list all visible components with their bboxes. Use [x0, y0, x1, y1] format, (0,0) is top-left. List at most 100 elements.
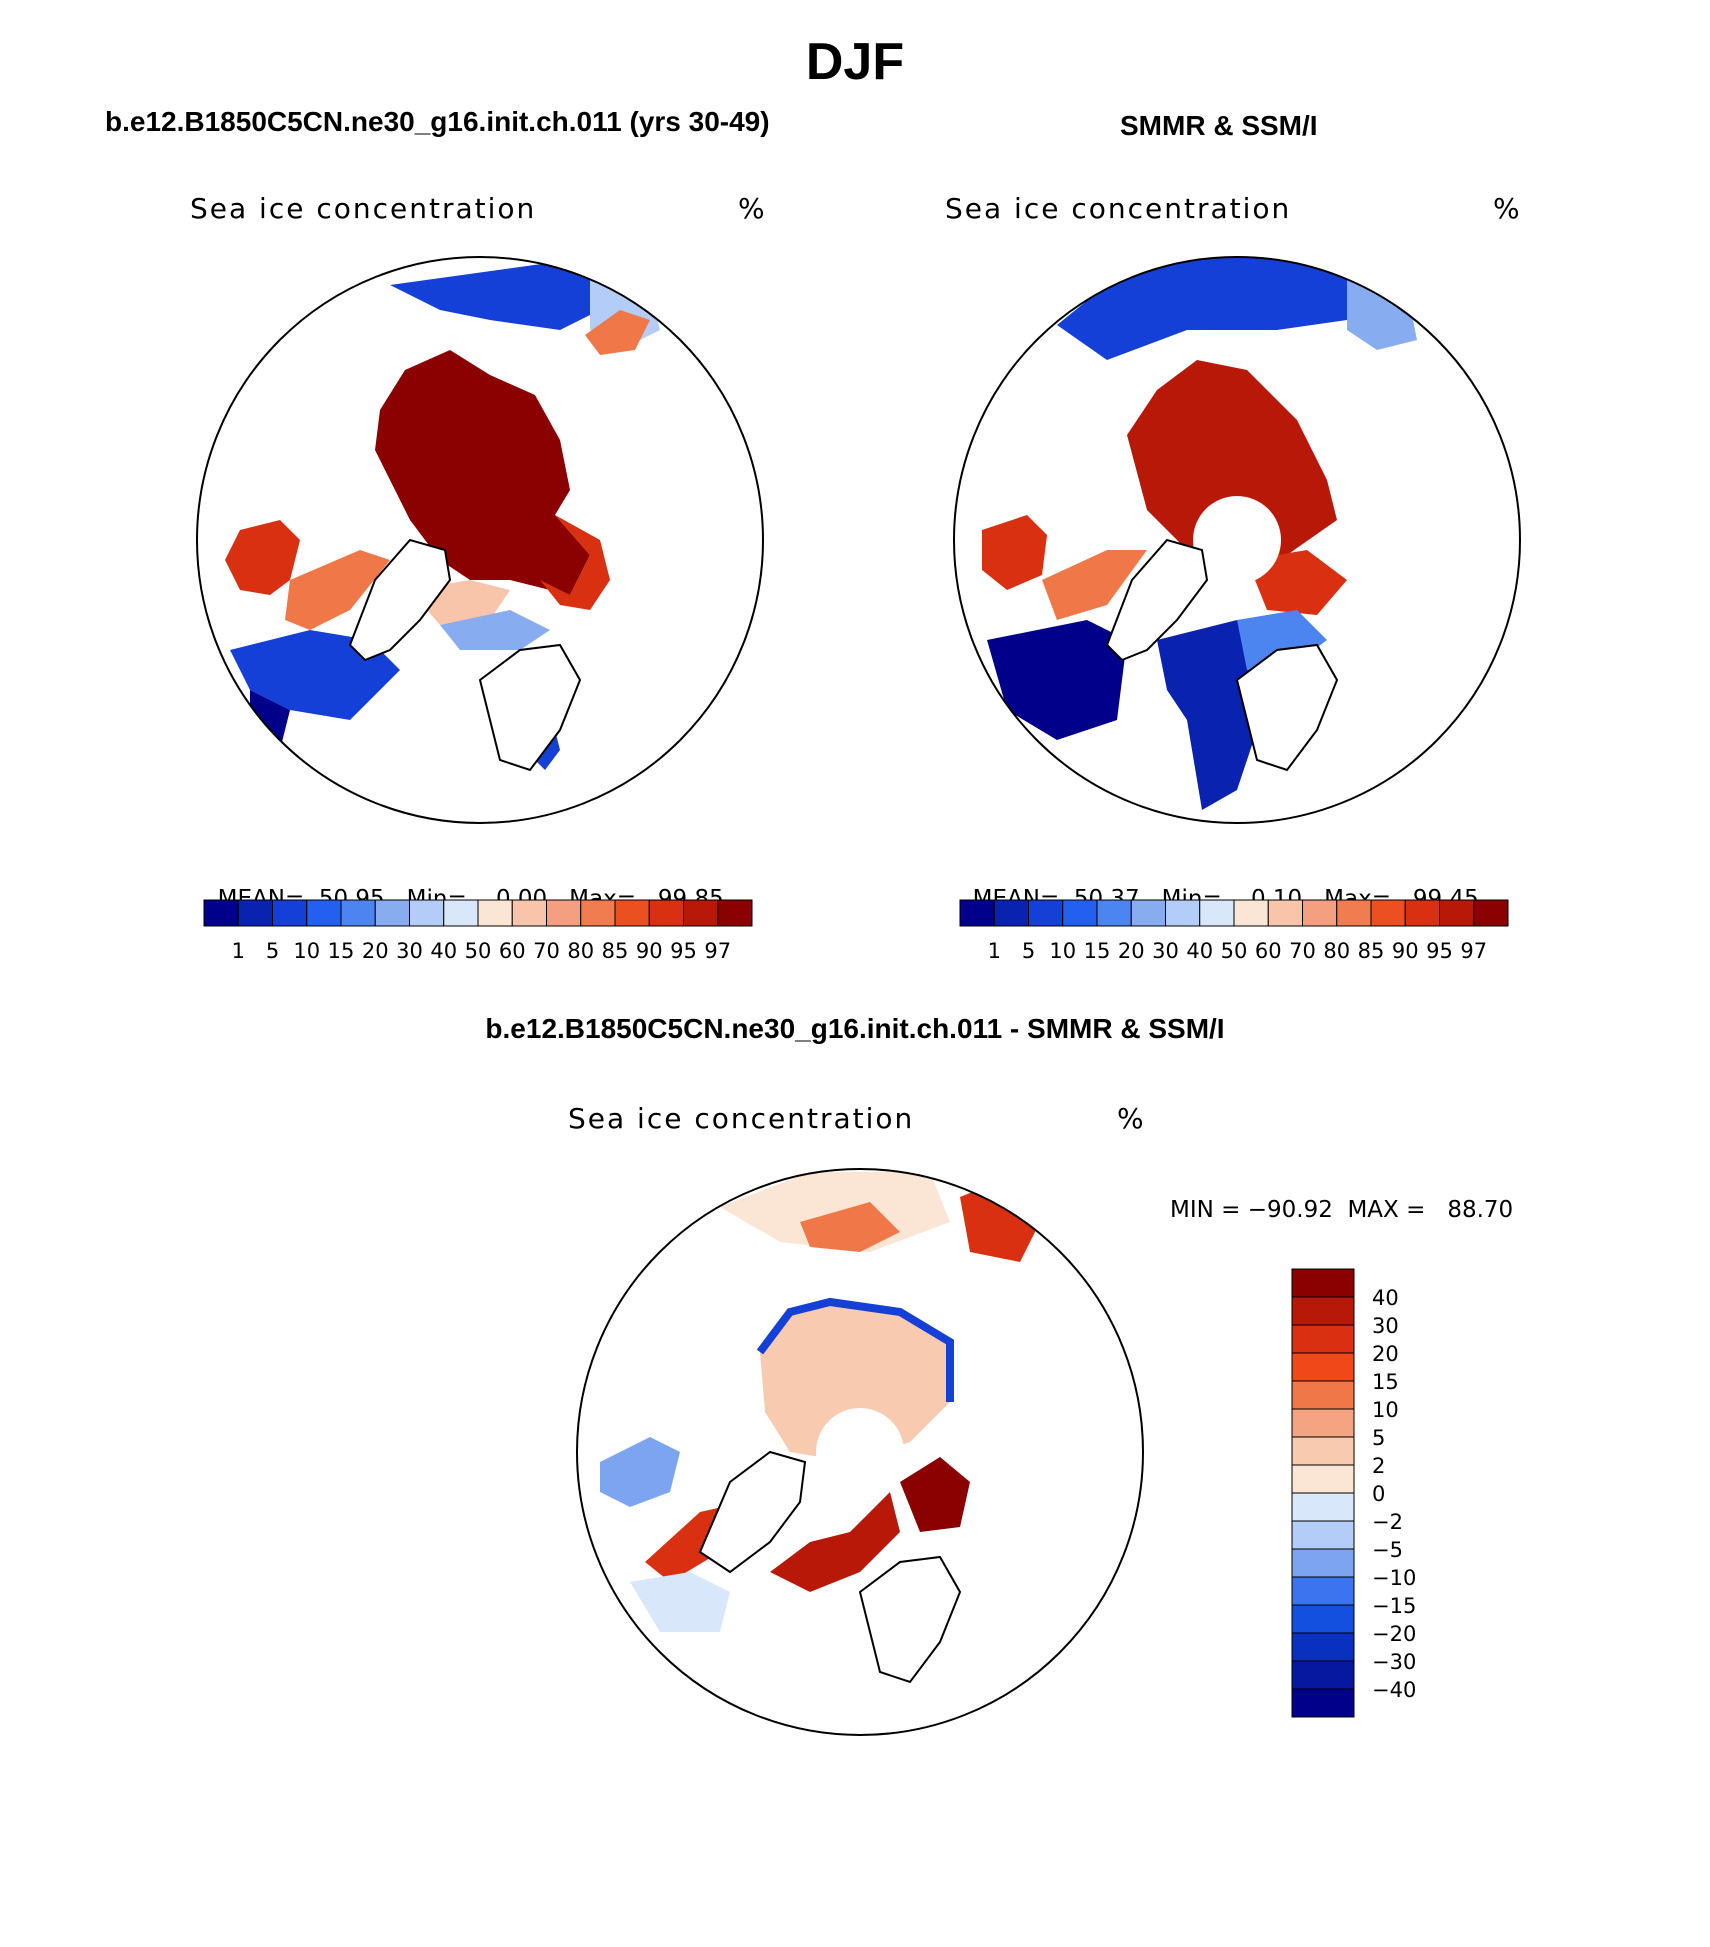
- left-colorbar: 1 5 10 15 20 30 40 50 60 70 80 85 90 95 97: [203, 899, 753, 963]
- main-title: DJF: [805, 33, 905, 91]
- pole-hole: [816, 1408, 904, 1496]
- colorbar-tick-label: 1: [232, 939, 245, 963]
- colorbar-tick-label: 0: [1372, 1482, 1385, 1506]
- colorbar-box: [374, 899, 410, 927]
- right-panel-title: SMMR & SSM/I: [1120, 110, 1318, 141]
- diff-barents-dark-red: [900, 1457, 970, 1532]
- colorbar-tick-label: 95: [670, 939, 697, 963]
- ice-arctic-dark-red: [375, 350, 590, 595]
- colorbar-tick-label: 15: [328, 939, 355, 963]
- colorbar-tick-label: −20: [1372, 1622, 1416, 1646]
- colorbar-box: [1267, 899, 1303, 927]
- colorbar-box: [683, 899, 719, 927]
- colorbar-tick-label: −2: [1372, 1510, 1403, 1534]
- colorbar-box: [1165, 899, 1201, 927]
- colorbar-box: [1130, 899, 1166, 927]
- ice-labrador-orange: [285, 550, 390, 630]
- right-field-label: Sea ice concentration: [945, 192, 1292, 225]
- colorbar-box: [1291, 1688, 1355, 1718]
- colorbar-tick-label: 60: [1255, 939, 1282, 963]
- colorbar-tick-label: 50: [1221, 939, 1248, 963]
- colorbar-tick-label: −15: [1372, 1594, 1416, 1618]
- colorbar-box: [1199, 899, 1235, 927]
- colorbar-tick-label: 5: [1022, 939, 1035, 963]
- diff-minmax: MIN = −90.92 MAX = 88.70: [1170, 1197, 1514, 1223]
- colorbar-box: [1291, 1576, 1355, 1606]
- diff-field-label: Sea ice concentration: [568, 1102, 915, 1135]
- colorbar-box: [648, 899, 684, 927]
- colorbar-tick-label: 30: [1152, 939, 1179, 963]
- colorbar-tick-label: 85: [602, 939, 629, 963]
- colorbar-box: [1233, 899, 1269, 927]
- colorbar-tick-label: 40: [1372, 1286, 1399, 1310]
- colorbar-tick-label: 80: [1323, 939, 1350, 963]
- colorbar-box: [1062, 899, 1098, 927]
- colorbar-box: [1291, 1352, 1355, 1382]
- colorbar-box: [1291, 1268, 1355, 1298]
- colorbar-box: [272, 899, 308, 927]
- right-units-label: %: [1493, 192, 1520, 225]
- colorbar-tick-label: 97: [1460, 939, 1487, 963]
- colorbar-box: [546, 899, 582, 927]
- ice-labrador-orange: [1042, 550, 1147, 620]
- left-polar-map: [196, 256, 764, 824]
- colorbar-box: [717, 899, 753, 927]
- colorbar-box: [443, 899, 479, 927]
- diff-panel-title: b.e12.B1850C5CN.ne30_g16.init.ch.011 - S…: [485, 1013, 1225, 1044]
- colorbar-box: [1302, 899, 1338, 927]
- colorbar-tick-label: 20: [1372, 1342, 1399, 1366]
- colorbar-tick-label: 85: [1358, 939, 1385, 963]
- ice-hudson-red: [225, 520, 300, 595]
- pole-hole: [1193, 496, 1281, 584]
- ice-atlantic-navy: [987, 620, 1127, 740]
- land-scandinavia: [478, 643, 582, 772]
- colorbar-tick-label: 60: [499, 939, 526, 963]
- left-units-label: %: [738, 192, 765, 225]
- colorbar-tick-label: 90: [636, 939, 663, 963]
- colorbar-tick-label: 80: [567, 939, 594, 963]
- colorbar-box: [409, 899, 445, 927]
- colorbar-tick-label: 5: [1372, 1426, 1385, 1450]
- left-field-label: Sea ice concentration: [190, 192, 537, 225]
- diff-arctic-peach: [760, 1302, 950, 1462]
- diff-polar-map: [576, 1168, 1144, 1736]
- right-polar-map: [953, 256, 1521, 824]
- colorbar-box: [1291, 1520, 1355, 1550]
- colorbar-box: [1291, 1464, 1355, 1494]
- ice-okhotsk-orange: [585, 310, 650, 355]
- colorbar-tick-label: 70: [1289, 939, 1316, 963]
- colorbar-tick-label: 15: [1084, 939, 1111, 963]
- colorbar-box: [1404, 899, 1440, 927]
- colorbar-tick-label: −30: [1372, 1650, 1416, 1674]
- land-greenland: [698, 1450, 807, 1574]
- colorbar-tick-label: 5: [266, 939, 279, 963]
- colorbar-tick-label: 20: [1118, 939, 1145, 963]
- colorbar-tick-label: 95: [1426, 939, 1453, 963]
- colorbar-tick-label: 30: [1372, 1314, 1399, 1338]
- diff-pacific-orange: [800, 1202, 900, 1252]
- colorbar-box: [1291, 1492, 1355, 1522]
- colorbar-box: [614, 899, 650, 927]
- colorbar-box: [237, 899, 273, 927]
- ice-hudson-red: [982, 515, 1047, 590]
- colorbar-box: [1096, 899, 1132, 927]
- colorbar-box: [993, 899, 1029, 927]
- colorbar-box: [340, 899, 376, 927]
- colorbar-box: [1370, 899, 1406, 927]
- ice-pacific-blue: [390, 260, 610, 330]
- land-scandinavia: [858, 1555, 962, 1684]
- colorbar-tick-label: −40: [1372, 1678, 1416, 1702]
- colorbar-box: [1336, 899, 1372, 927]
- colorbar-tick-label: 1: [988, 939, 1001, 963]
- colorbar-tick-label: 50: [465, 939, 492, 963]
- colorbar-box: [1291, 1604, 1355, 1634]
- colorbar-tick-label: −10: [1372, 1566, 1416, 1590]
- colorbar-tick-label: 70: [533, 939, 560, 963]
- land-greenland: [348, 538, 452, 662]
- colorbar-tick-label: 10: [1049, 939, 1076, 963]
- colorbar-box: [1028, 899, 1064, 927]
- colorbar-box: [1291, 1632, 1355, 1662]
- diff-hudson-blue: [600, 1437, 680, 1507]
- colorbar-box: [306, 899, 342, 927]
